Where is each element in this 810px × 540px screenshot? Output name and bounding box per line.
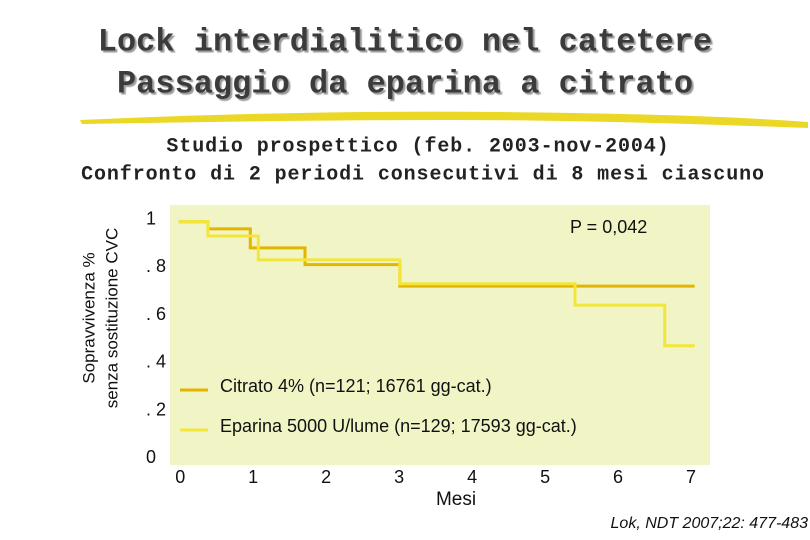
- citation: Lok, NDT 2007;22: 477-483: [611, 515, 809, 532]
- y-axis-label: senza sostituzione CVC: [102, 228, 121, 408]
- legend-label: Citrato 4% (n=121; 16761 gg-cat.): [220, 376, 492, 396]
- y-tick-label: . 4: [146, 352, 166, 372]
- subtitle-line: Studio prospettico (feb. 2003-nov-2004): [166, 135, 669, 158]
- title-line: Passaggio da eparina a citrato: [117, 65, 693, 102]
- title-underline: [80, 111, 808, 128]
- x-tick-label: 5: [540, 467, 550, 487]
- subtitle-line: Confronto di 2 periodi consecutivi di 8 …: [81, 163, 765, 186]
- x-tick-label: 0: [175, 467, 185, 487]
- x-tick-label: 2: [321, 467, 331, 487]
- y-tick-label: . 8: [146, 256, 166, 276]
- x-tick-label: 3: [394, 467, 404, 487]
- y-tick-label: 0: [146, 447, 156, 467]
- y-tick-label: 1: [146, 208, 156, 228]
- x-tick-label: 7: [686, 467, 696, 487]
- legend-label: Eparina 5000 U/lume (n=129; 17593 gg-cat…: [220, 416, 577, 436]
- x-axis-label: Mesi: [436, 489, 476, 510]
- y-axis-label: Sopravvivenza %: [79, 252, 98, 383]
- x-tick-label: 6: [613, 467, 623, 487]
- x-tick-label: 1: [248, 467, 258, 487]
- title-line: Lock interdialitico nel catetere: [98, 23, 713, 60]
- annotation: P = 0,042: [570, 217, 647, 237]
- x-tick-label: 4: [467, 467, 477, 487]
- y-tick-label: . 6: [146, 304, 166, 324]
- y-tick-label: . 2: [146, 399, 166, 419]
